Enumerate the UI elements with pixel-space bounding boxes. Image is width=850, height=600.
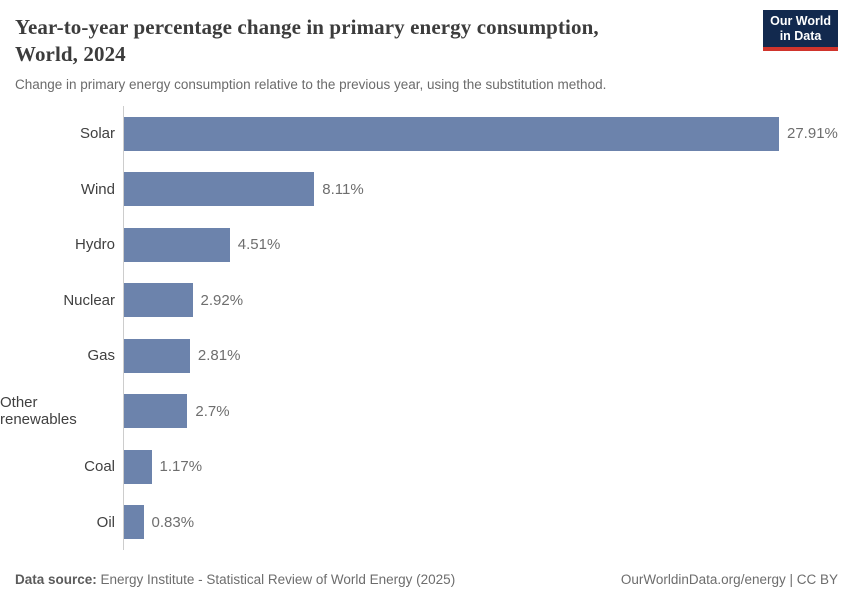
category-label-coal: Coal bbox=[84, 458, 115, 476]
data-source-note: Data source: Energy Institute - Statisti… bbox=[15, 572, 455, 587]
bar-area-oil: 0.83% bbox=[123, 494, 850, 550]
chart-row-coal: Coal 1.17% bbox=[0, 439, 850, 495]
category-label-hydro: Hydro bbox=[74, 236, 115, 254]
footer-separator: | bbox=[785, 572, 797, 587]
bar-gas[interactable] bbox=[124, 338, 190, 373]
value-label-other-renewables: 2.7% bbox=[195, 402, 230, 420]
value-label-oil: 0.83% bbox=[151, 513, 195, 531]
bar-nuclear[interactable] bbox=[124, 283, 193, 318]
chart-footer: Data source: Energy Institute - Statisti… bbox=[15, 572, 838, 587]
chart-row-wind: Wind 8.11% bbox=[0, 161, 850, 217]
chart-title-line1: Year-to-year percentage change in primar… bbox=[15, 15, 599, 39]
bar-area-hydro: 4.51% bbox=[123, 217, 850, 273]
bar-area-nuclear: 2.92% bbox=[123, 272, 850, 328]
category-label-wind: Wind bbox=[80, 180, 115, 198]
chart-subtitle: Change in primary energy consumption rel… bbox=[15, 77, 607, 92]
chart-row-oil: Oil 0.83% bbox=[0, 494, 850, 550]
bar-area-other-renewables: 2.7% bbox=[123, 383, 850, 439]
chart-row-gas: Gas 2.81% bbox=[0, 328, 850, 384]
category-label-other-renewables: Other renewables bbox=[0, 394, 77, 429]
chart-title-line2: World, 2024 bbox=[15, 42, 126, 66]
bar-area-solar: 27.91% bbox=[123, 106, 850, 162]
chart-title: Year-to-year percentage change in primar… bbox=[15, 14, 606, 68]
license-note: OurWorldinData.org/energy | CC BY bbox=[621, 572, 838, 587]
bar-other-renewables[interactable] bbox=[124, 394, 188, 429]
category-label-solar: Solar bbox=[79, 125, 115, 143]
license-text: CC BY bbox=[796, 572, 838, 587]
value-label-gas: 2.81% bbox=[197, 347, 241, 365]
chart-row-solar: Solar 27.91% bbox=[0, 106, 850, 162]
bar-hydro[interactable] bbox=[124, 227, 230, 262]
value-label-wind: 8.11% bbox=[322, 180, 364, 198]
bar-solar[interactable] bbox=[124, 116, 779, 151]
bar-area-coal: 1.17% bbox=[123, 439, 850, 495]
category-label-gas: Gas bbox=[87, 347, 115, 365]
bar-area-gas: 2.81% bbox=[123, 328, 850, 384]
value-label-coal: 1.17% bbox=[159, 458, 203, 476]
bar-oil[interactable] bbox=[124, 505, 144, 540]
category-label-oil: Oil bbox=[96, 513, 115, 531]
chart-header: Year-to-year percentage change in primar… bbox=[15, 14, 606, 92]
category-label-nuclear: Nuclear bbox=[63, 291, 115, 309]
chart-row-nuclear: Nuclear 2.92% bbox=[0, 272, 850, 328]
data-source-text: Energy Institute - Statistical Review of… bbox=[96, 572, 456, 587]
bar-coal[interactable] bbox=[124, 449, 152, 484]
bar-wind[interactable] bbox=[124, 172, 315, 207]
owid-logo-line1: Our World bbox=[770, 14, 831, 28]
value-label-hydro: 4.51% bbox=[237, 236, 281, 254]
chart-row-hydro: Hydro 4.51% bbox=[0, 217, 850, 273]
owid-logo[interactable]: Our World in Data bbox=[763, 10, 838, 51]
value-label-nuclear: 2.92% bbox=[200, 291, 244, 309]
owid-link[interactable]: OurWorldinData.org/energy bbox=[620, 572, 786, 587]
bar-area-wind: 8.11% bbox=[123, 161, 850, 217]
value-label-solar: 27.91% bbox=[787, 125, 838, 143]
bar-chart: Solar 27.91% Wind 8.11% Hydro 4.51% Nuclear 2.9… bbox=[0, 106, 850, 550]
data-source-label: Data source: bbox=[15, 572, 97, 587]
owid-logo-line2: in Data bbox=[779, 29, 822, 43]
chart-row-other-renewables: Other renewables 2.7% bbox=[0, 383, 850, 439]
